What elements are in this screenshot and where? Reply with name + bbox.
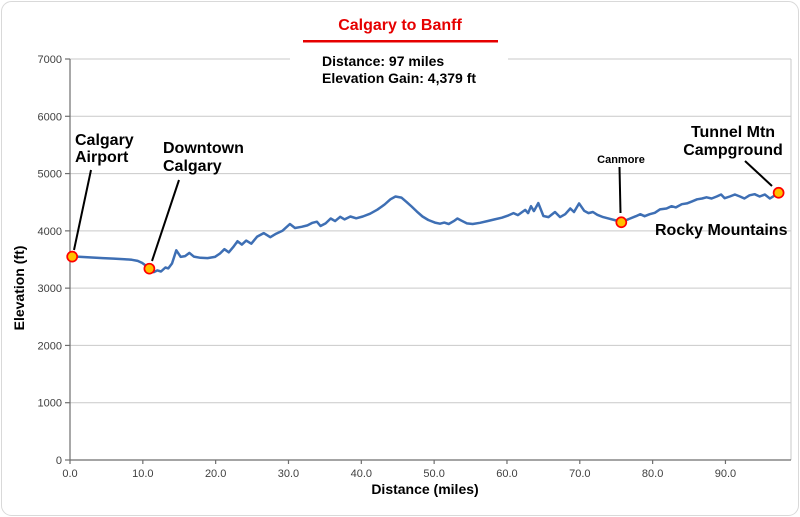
calgary-airport-label-leader bbox=[73, 169, 92, 251]
x-tick-label-50: 50.0 bbox=[423, 468, 444, 480]
marker-canmore bbox=[615, 216, 628, 229]
y-tick-label-4000: 4000 bbox=[38, 226, 62, 238]
tunnel-mtn-campground-label-leader bbox=[744, 160, 773, 187]
y-tick-label-1000: 1000 bbox=[38, 398, 62, 410]
chart-subtitle-line-1: Distance: 97 miles bbox=[322, 53, 444, 69]
chart-subtitle-line-2: Elevation Gain: 4,379 ft bbox=[322, 70, 476, 86]
canmore-label-leader bbox=[618, 166, 622, 214]
y-tick-label-3000: 3000 bbox=[38, 283, 62, 295]
x-tick-label-10: 10.0 bbox=[132, 468, 153, 480]
canmore-label: Canmore bbox=[597, 154, 645, 166]
x-tick-label-60: 60.0 bbox=[496, 468, 517, 480]
marker-tunnel-mtn-campground bbox=[772, 186, 785, 199]
calgary-airport-label-line-1: Calgary bbox=[75, 132, 134, 149]
tunnel-mtn-campground-label-line-2: Campground bbox=[683, 142, 783, 159]
title-underline bbox=[303, 40, 498, 43]
x-tick-label-40: 40.0 bbox=[351, 468, 372, 480]
marker-calgary-airport bbox=[66, 250, 79, 263]
marker-downtown-calgary bbox=[143, 262, 156, 275]
downtown-calgary-label-line-1: Downtown bbox=[163, 140, 244, 157]
tunnel-mtn-campground-label-line-1: Tunnel Mtn bbox=[691, 124, 775, 141]
x-axis-title: Distance (miles) bbox=[371, 481, 478, 497]
chart-title: Calgary to Banff bbox=[338, 17, 462, 34]
subtitle-backdrop bbox=[290, 44, 508, 88]
x-tick-label-20: 20.0 bbox=[205, 468, 226, 480]
x-tick-label-0: 0.0 bbox=[62, 468, 77, 480]
x-tick-label-70: 70.0 bbox=[569, 468, 590, 480]
x-tick-label-30: 30.0 bbox=[278, 468, 299, 480]
rocky-mountains-label: Rocky Mountains bbox=[655, 222, 788, 239]
y-axis-title: Elevation (ft) bbox=[11, 246, 27, 331]
y-tick-label-5000: 5000 bbox=[38, 169, 62, 181]
downtown-calgary-label-line-2: Calgary bbox=[163, 158, 222, 175]
downtown-calgary-label-leader bbox=[151, 179, 180, 262]
y-tick-label-0: 0 bbox=[56, 455, 62, 467]
y-tick-label-2000: 2000 bbox=[38, 340, 62, 352]
x-tick-label-90: 90.0 bbox=[715, 468, 736, 480]
calgary-airport-label-line-2: Airport bbox=[75, 149, 129, 166]
y-tick-label-7000: 7000 bbox=[38, 54, 62, 66]
elevation-line-route-elevation-profile bbox=[68, 191, 780, 274]
x-tick-label-80: 80.0 bbox=[642, 468, 663, 480]
y-tick-label-6000: 6000 bbox=[38, 111, 62, 123]
